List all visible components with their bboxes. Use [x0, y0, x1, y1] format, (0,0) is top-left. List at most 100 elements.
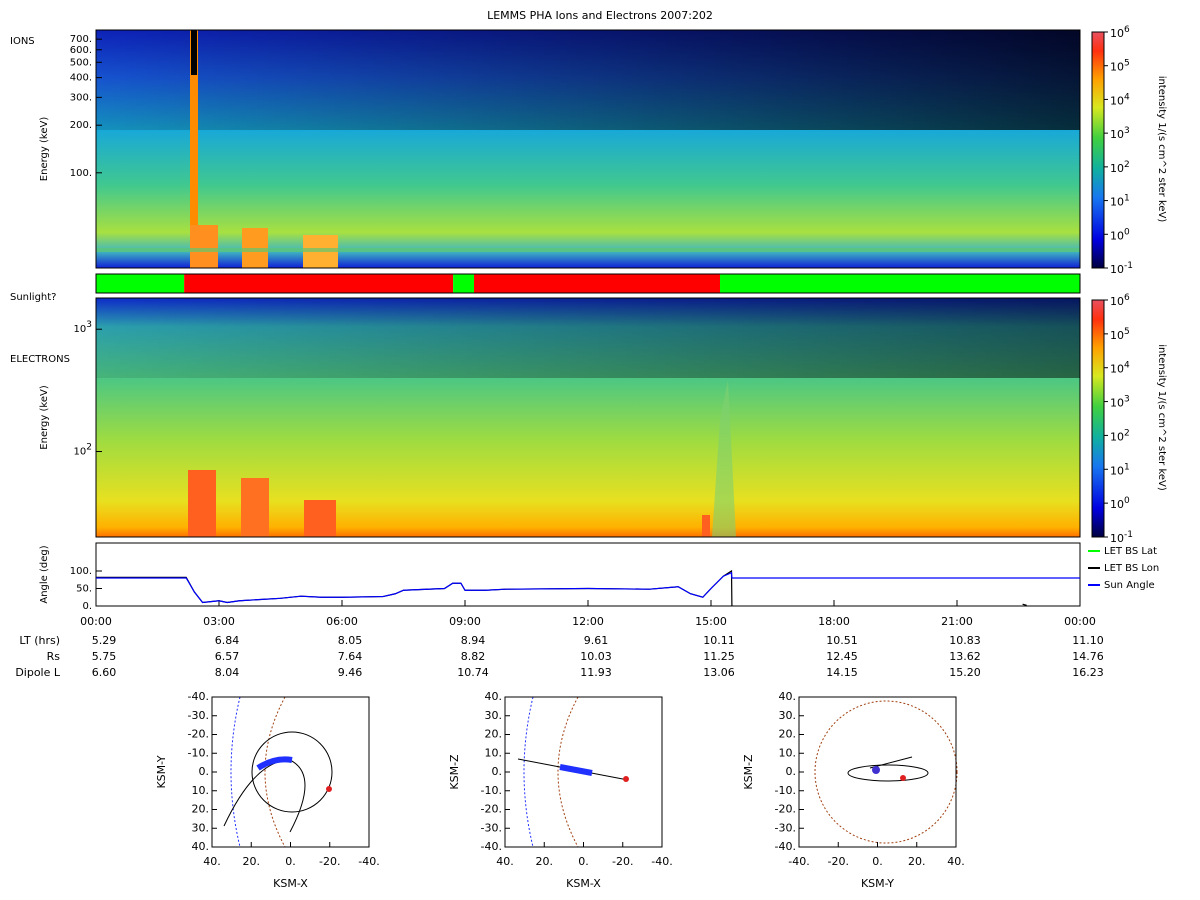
ephemeris-value: 11.93	[580, 666, 612, 679]
ephemeris-value: 13.62	[949, 650, 981, 663]
y-tick-label: 700.	[70, 34, 92, 45]
ephemeris-value: 6.57	[215, 650, 240, 663]
y-tick-label: -40.	[775, 840, 796, 853]
legend-label: Sun Angle	[1104, 580, 1155, 591]
y-tick-label: 20.	[485, 728, 503, 741]
x-tick-label: 0.	[285, 855, 296, 868]
y-axis-label: Energy (keV)	[39, 385, 50, 450]
y-tick-label: 103	[74, 320, 92, 336]
colorbar-tick-label: 102	[1110, 428, 1130, 444]
ephemeris-value: 6.60	[92, 666, 117, 679]
colorbar-tick-label: 100	[1110, 227, 1130, 243]
y-tick-label: -30.	[188, 709, 209, 722]
ephemeris-value: 8.82	[461, 650, 486, 663]
y-tick-label: 400.	[70, 73, 92, 84]
y-axis-label: KSM-Y	[155, 755, 168, 788]
y-tick-label: -10.	[188, 746, 209, 759]
x-tick-label: 20.	[908, 855, 926, 868]
sunlight-segment	[720, 274, 1080, 293]
y-tick-label: -10.	[481, 784, 502, 797]
y-tick-label: 40.	[485, 690, 503, 703]
x-tick-label: 21:00	[941, 615, 973, 628]
ephemeris-value: 11.10	[1072, 634, 1104, 647]
sunlight-segment	[453, 274, 475, 293]
panel-label: IONS	[10, 36, 35, 47]
status-frame	[95, 273, 1081, 294]
y-tick-label: 20.	[779, 728, 797, 741]
y-tick-label: -10.	[775, 784, 796, 797]
ephemeris-value: 15.20	[949, 666, 981, 679]
x-tick-label: 18:00	[818, 615, 850, 628]
x-axis-label: KSM-Y	[861, 877, 894, 890]
sunlight-segment	[474, 274, 721, 293]
ephemeris-value: 9.46	[338, 666, 363, 679]
x-axis-label: KSM-X	[273, 877, 308, 890]
y-tick-label: -30.	[481, 821, 502, 834]
y-tick-label: 200.	[70, 120, 92, 131]
y-tick-label: -20.	[481, 803, 502, 816]
y-tick-label: -20.	[775, 803, 796, 816]
x-tick-label: 00:00	[1064, 615, 1096, 628]
ephemeris-value: 5.75	[92, 650, 117, 663]
colorbar-frame	[1091, 299, 1105, 538]
y-tick-label: -30.	[775, 821, 796, 834]
ephemeris-value: 10.11	[703, 634, 735, 647]
electron-spectrogram	[96, 298, 1080, 537]
orbit-2-curves	[517, 696, 629, 848]
colorbar-label: intensity 1/(s cm^2 ster keV)	[1156, 76, 1167, 223]
colorbar-tick-label: 102	[1110, 159, 1130, 175]
status-label: Sunlight?	[10, 292, 57, 303]
sunlight-segment	[96, 274, 185, 293]
y-tick-label: 10.	[485, 746, 503, 759]
colorbar-tick-label: 103	[1110, 394, 1130, 410]
y-tick-label: 10.	[779, 746, 797, 759]
x-tick-label: 20.	[243, 855, 261, 868]
ephemeris-value: 14.76	[1072, 650, 1104, 663]
y-tick-label: 0.	[82, 601, 92, 612]
colorbar-tick-label: 104	[1110, 360, 1130, 376]
y-tick-label: -40.	[188, 690, 209, 703]
y-axis-label: KSM-Z	[448, 754, 461, 790]
y-tick-label: 30.	[192, 821, 210, 834]
y-tick-label: 10.	[192, 784, 210, 797]
x-tick-label: 0.	[578, 855, 589, 868]
ephemeris-value: 5.29	[92, 634, 117, 647]
y-tick-label: -40.	[481, 840, 502, 853]
x-axis-label: KSM-X	[566, 877, 601, 890]
ephemeris-value: 7.64	[338, 650, 363, 663]
x-tick-label: 12:00	[572, 615, 604, 628]
colorbar-tick-label: 105	[1110, 326, 1130, 342]
y-tick-label: 600.	[70, 45, 92, 56]
colorbar-tick-label: 103	[1110, 126, 1130, 142]
ephemeris-label: Dipole L	[15, 666, 61, 679]
panel-label: ELECTRONS	[10, 354, 70, 365]
x-tick-label: 40.	[203, 855, 221, 868]
y-tick-label: 20.	[192, 803, 210, 816]
y-tick-label: 30.	[779, 709, 797, 722]
ion-spectrogram	[96, 30, 1080, 268]
y-tick-label: 500.	[70, 57, 92, 68]
ephemeris-label: LT (hrs)	[19, 634, 60, 647]
x-tick-label: 0.	[872, 855, 883, 868]
legend-label: LET BS Lon	[1104, 563, 1159, 574]
ephemeris-value: 16.23	[1072, 666, 1104, 679]
ephemeris-value: 12.45	[826, 650, 858, 663]
ephemeris-label: Rs	[47, 650, 61, 663]
y-tick-label: 40.	[192, 840, 210, 853]
x-tick-label: -20.	[319, 855, 340, 868]
ephemeris-value: 9.61	[584, 634, 609, 647]
y-tick-label: 50.	[76, 584, 92, 595]
ephemeris-value: 14.15	[826, 666, 858, 679]
x-tick-label: 20.	[536, 855, 554, 868]
ephemeris-value: 10.83	[949, 634, 981, 647]
ephemeris-value: 10.51	[826, 634, 858, 647]
x-tick-label: 40.	[496, 855, 514, 868]
panel-frame	[95, 297, 1081, 538]
y-tick-label: -20.	[188, 728, 209, 741]
ephemeris-value: 8.05	[338, 634, 363, 647]
sunlight-segment	[184, 274, 454, 293]
x-tick-label: -20.	[612, 855, 633, 868]
colorbar-tick-label: 100	[1110, 496, 1130, 512]
y-axis-label: KSM-Z	[742, 754, 755, 790]
